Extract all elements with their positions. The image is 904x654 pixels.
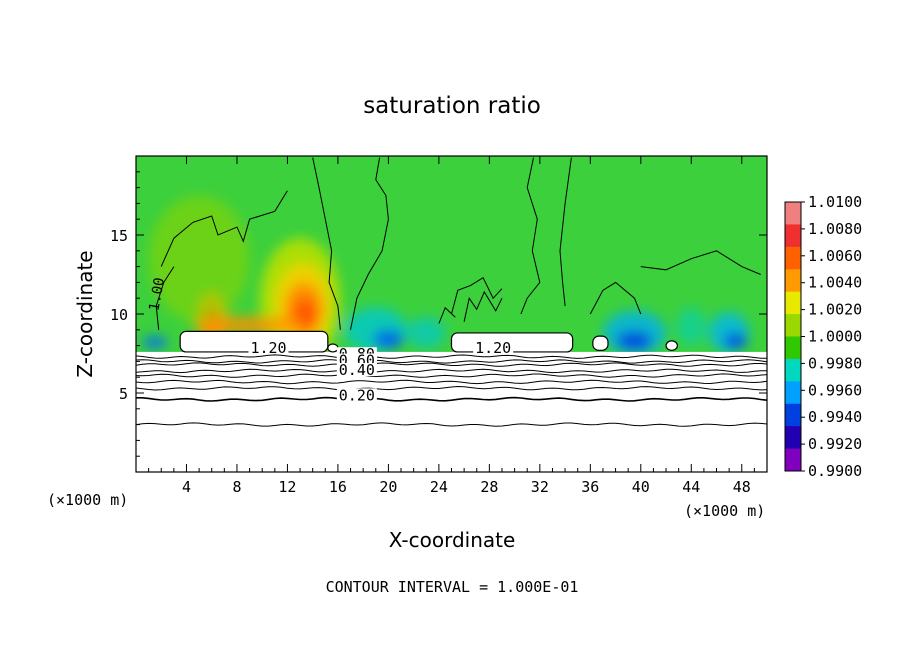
colorbar-label: 0.9920	[808, 435, 862, 453]
field-feature	[724, 332, 747, 349]
x-tick-label: 20	[379, 478, 397, 496]
colorbar: 1.0100 1.0080 1.0060 1.0040 1.0020 1.0000 0.99…	[784, 193, 862, 480]
field-feature	[192, 317, 307, 333]
y-axis-label: Z-coordinate	[73, 250, 97, 377]
colorbar-label: 0.9900	[808, 462, 862, 480]
contour-line	[136, 362, 767, 367]
contour-label: 1.20	[475, 339, 511, 357]
colorbar-label: 0.9960	[808, 381, 862, 399]
cloud-region	[665, 340, 678, 351]
colorbar-segment	[785, 314, 801, 337]
colorbar-segment	[785, 381, 801, 405]
colorbar-segment	[785, 291, 801, 315]
colorbar-label: 1.0040	[808, 274, 862, 292]
chart-title: saturation ratio	[363, 93, 541, 119]
contour-labels: 1.201.200.800.600.400.201.00	[146, 276, 514, 404]
x-unit-note-left: (×1000 m)	[47, 491, 128, 509]
contour-line-upper	[463, 290, 503, 323]
plot-area	[136, 156, 767, 472]
colorbar-segment	[785, 403, 801, 427]
colorbar-segment	[785, 269, 801, 293]
x-tick-label: 36	[581, 478, 599, 496]
colorbar-label: 1.0000	[808, 328, 862, 346]
contour-line-upper	[451, 276, 503, 315]
contour-label-bg	[336, 363, 377, 377]
field-feature	[148, 195, 250, 322]
contour-line-upper	[160, 190, 288, 267]
colorbar-segment	[785, 202, 801, 225]
contour-line-upper	[559, 157, 572, 307]
contour-line-upper	[155, 266, 175, 330]
contour-line-upper	[640, 250, 761, 275]
x-tick-label: 12	[278, 478, 296, 496]
contour-line-upper	[589, 281, 642, 315]
cloud-region	[592, 335, 609, 351]
colorbar-segment	[785, 246, 801, 270]
colorbar-label: 0.9940	[808, 408, 862, 426]
field-feature	[616, 331, 653, 351]
contour-line-upper	[438, 306, 456, 324]
colorbar-segment	[785, 426, 801, 450]
x-tick-label: 8	[232, 478, 241, 496]
contour-line	[136, 385, 767, 391]
x-tick-label: 40	[632, 478, 650, 496]
cloud-region	[327, 343, 339, 353]
contour-label: 0.40	[339, 361, 375, 379]
contour-line-upper	[520, 157, 541, 315]
contour-label-bg	[336, 388, 377, 402]
y-tick-label: 5	[119, 385, 128, 403]
x-tick-label: 4	[182, 478, 191, 496]
x-axis-label: X-coordinate	[389, 528, 516, 552]
colorbar-segment	[785, 358, 801, 382]
y-tick-label: 10	[110, 306, 128, 324]
field-feature	[407, 317, 446, 349]
contour-line	[136, 422, 767, 427]
contour-label-bg	[248, 340, 289, 354]
contour-line	[136, 359, 767, 364]
lower-layer-fill	[136, 351, 767, 472]
colorbar-label: 1.0080	[808, 220, 862, 238]
field-feature	[373, 329, 404, 349]
contour-interval-footer: CONTOUR INTERVAL = 1.000E-01	[326, 578, 579, 596]
x-unit-note-right: (×1000 m)	[684, 502, 765, 520]
x-axis-ticks: 4 8 12 16 20 24 28 32 36 40 44 48	[148, 156, 755, 496]
contour-lines	[136, 157, 767, 427]
x-tick-label: 48	[733, 478, 751, 496]
colorbar-label: 1.0100	[808, 193, 862, 211]
contour-label-bg	[473, 340, 514, 354]
colorbar-segment	[785, 336, 801, 360]
contour-line-upper	[312, 157, 341, 330]
contour-line-upper	[350, 157, 389, 330]
x-tick-label: 24	[430, 478, 448, 496]
contour-line	[136, 368, 767, 374]
x-tick-label: 44	[682, 478, 700, 496]
contour-label: 0.20	[339, 386, 375, 404]
contour-label: 1.00	[146, 276, 168, 312]
colorbar-label: 1.0020	[808, 301, 862, 319]
x-tick-label: 28	[480, 478, 498, 496]
field-feature	[676, 307, 707, 346]
contour-line	[136, 396, 767, 402]
y-tick-label: 15	[110, 227, 128, 245]
contour-line	[136, 379, 767, 385]
field-feature	[142, 336, 168, 349]
contour-label: 1.20	[250, 339, 286, 357]
contour-line	[136, 373, 767, 378]
x-tick-label: 16	[329, 478, 347, 496]
colorbar-segment	[785, 448, 801, 472]
colorbar-label: 0.9980	[808, 354, 862, 372]
colorbar-label: 1.0060	[808, 247, 862, 265]
colorbar-segment	[785, 224, 801, 248]
x-tick-label: 32	[531, 478, 549, 496]
y-axis-ticks: 5 10 15	[110, 171, 767, 457]
stable-layer	[136, 351, 767, 472]
contour-line	[136, 354, 767, 359]
